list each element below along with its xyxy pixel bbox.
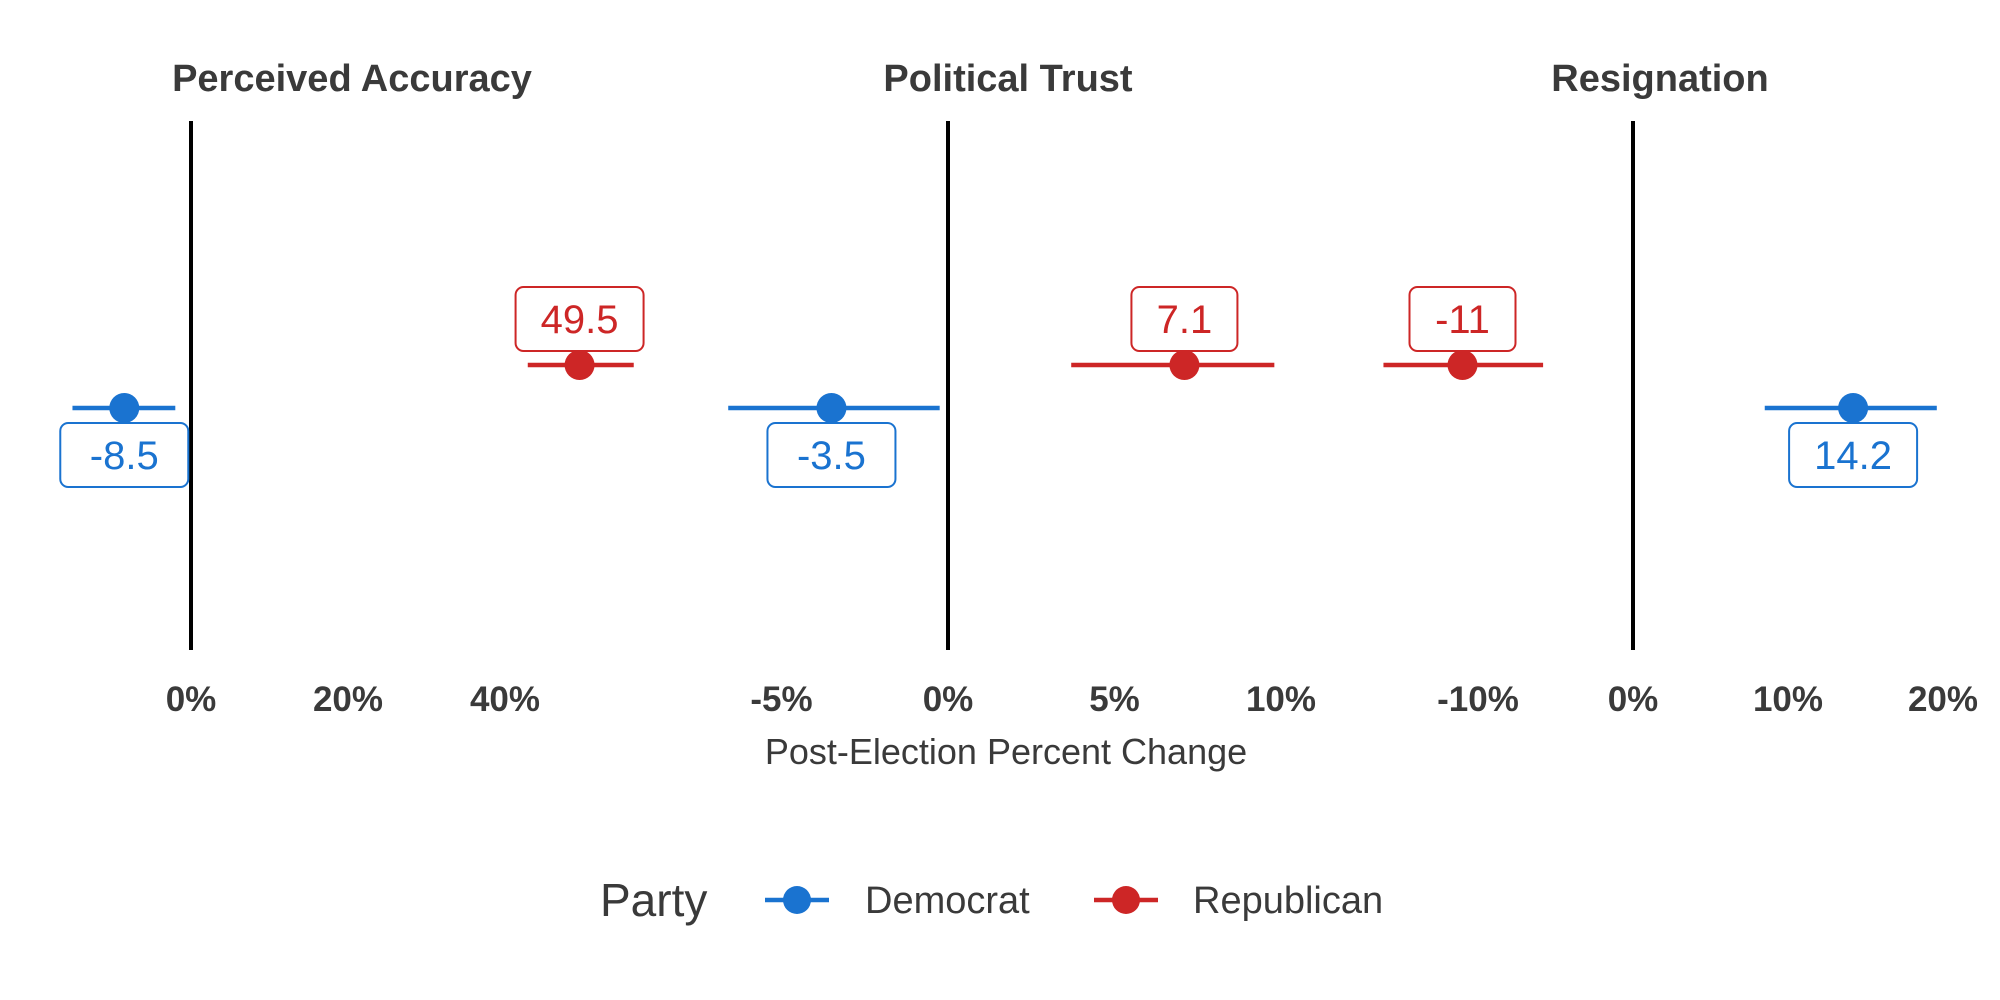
data-point xyxy=(564,350,595,380)
legend: Party Democrat Republican xyxy=(600,874,1383,926)
panel-perceived-accuracy: Perceived Accuracy 0% 20% 40% 49.5 -8.5 xyxy=(59,58,645,719)
value-label: 14.2 xyxy=(1814,434,1892,478)
data-point xyxy=(109,393,140,423)
legend-key-democrat-dot xyxy=(783,886,811,914)
data-point xyxy=(1838,393,1869,423)
data-point xyxy=(816,393,847,423)
panel-resignation: Resignation -10% 0% 10% 20% -11 14.2 xyxy=(1383,58,1978,719)
x-tick-label: 20% xyxy=(313,680,383,719)
x-tick-label: -10% xyxy=(1437,680,1519,719)
legend-label-democrat: Democrat xyxy=(865,880,1030,922)
data-point xyxy=(1447,350,1478,380)
x-tick-label: -5% xyxy=(750,680,812,719)
x-tick-label: 10% xyxy=(1246,680,1316,719)
x-tick-label: 0% xyxy=(923,680,974,719)
value-label-box xyxy=(514,286,645,352)
point-democrat: 14.2 xyxy=(1764,393,1937,488)
x-tick-label: 40% xyxy=(470,680,540,719)
point-republican: 49.5 xyxy=(514,286,645,380)
point-democrat: -8.5 xyxy=(59,393,190,488)
value-label: -3.5 xyxy=(797,434,866,478)
point-republican: 7.1 xyxy=(1071,286,1275,380)
value-label: 7.1 xyxy=(1157,298,1213,342)
legend-title: Party xyxy=(600,874,707,926)
value-label-box xyxy=(59,422,190,488)
panels: Perceived Accuracy 0% 20% 40% 49.5 -8.5 Politi… xyxy=(59,58,1978,719)
panel-title: Political Trust xyxy=(883,58,1133,100)
point-democrat: -3.5 xyxy=(728,393,940,488)
x-tick-label: 20% xyxy=(1908,680,1978,719)
legend-label-republican: Republican xyxy=(1193,880,1383,922)
value-label-box xyxy=(1130,286,1239,352)
value-label-box xyxy=(1788,422,1919,488)
x-tick-label: 5% xyxy=(1089,680,1140,719)
legend-key-republican-dot xyxy=(1112,886,1140,914)
x-axis-title: Post-Election Percent Change xyxy=(765,731,1247,772)
panel-title: Perceived Accuracy xyxy=(172,58,532,100)
data-point xyxy=(1169,350,1200,380)
x-tick-label: 0% xyxy=(166,680,217,719)
value-label-box xyxy=(766,422,897,488)
value-label: -11 xyxy=(1435,298,1490,342)
value-label-box xyxy=(1408,286,1517,352)
point-republican: -11 xyxy=(1383,286,1544,380)
panel-political-trust: Political Trust -5% 0% 5% 10% 7.1 -3.5 xyxy=(728,58,1316,719)
value-label: -8.5 xyxy=(90,434,159,478)
value-label: 49.5 xyxy=(541,298,619,342)
panel-title: Resignation xyxy=(1551,58,1768,100)
x-tick-label: 10% xyxy=(1753,680,1823,719)
x-tick-label: 0% xyxy=(1608,680,1659,719)
